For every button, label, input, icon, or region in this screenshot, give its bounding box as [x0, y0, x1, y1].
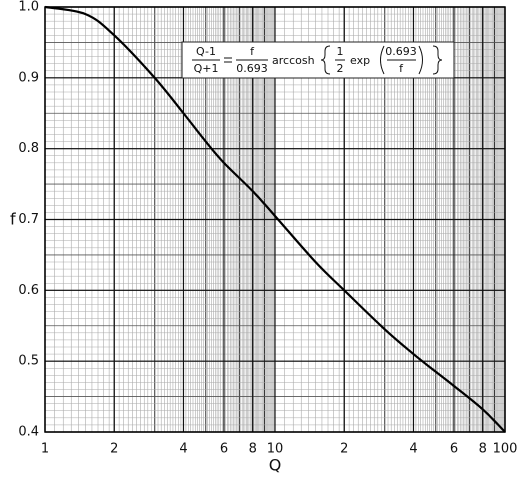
y-tick-label: 0.4 [18, 425, 39, 440]
x-tick-label: 8 [479, 442, 487, 457]
x-tick-label: 6 [450, 442, 458, 457]
y-tick-label: 0.6 [18, 283, 39, 298]
eq-text: 0.693 [385, 45, 417, 58]
x-tick-label: 10 [267, 442, 284, 457]
y-tick-label: 0.5 [18, 354, 39, 369]
y-axis-label: f [10, 210, 16, 229]
eq-text: exp [350, 54, 370, 67]
plot-frame [44, 6, 506, 433]
x-tick-label: 4 [179, 442, 187, 457]
eq-text: Q+1 [194, 62, 219, 75]
eq-text: arccosh [272, 54, 315, 67]
y-tick-label: 0.7 [18, 212, 39, 227]
paren [380, 45, 385, 75]
x-tick-label: 1 [41, 442, 49, 457]
x-tick-label: 4 [409, 442, 417, 457]
y-tick-label: 0.8 [18, 141, 39, 156]
curve [44, 5, 506, 433]
eq-text: 1 [337, 45, 344, 58]
x-tick-label: 8 [249, 442, 257, 457]
eq-text: 2 [337, 62, 344, 75]
x-axis-label: Q [269, 456, 282, 475]
paren [418, 45, 423, 75]
brace [320, 45, 331, 75]
y-tick-label: 0.9 [18, 70, 39, 85]
x-tick-label: 2 [340, 442, 348, 457]
eq-text: f [250, 45, 255, 58]
x-tick-label: 100 [493, 442, 518, 457]
eq-text: Q-1 [196, 45, 216, 58]
brace [432, 45, 443, 75]
eq-text: f [399, 62, 404, 75]
eq-text: 0.693 [236, 62, 268, 75]
y-tick-label: 1.0 [18, 0, 39, 15]
x-tick-label: 6 [220, 442, 228, 457]
x-tick-label: 2 [110, 442, 118, 457]
equation: Q-1 Q+1 f 0.693 arccosh 1 2 exp 0.693 f [192, 45, 443, 75]
